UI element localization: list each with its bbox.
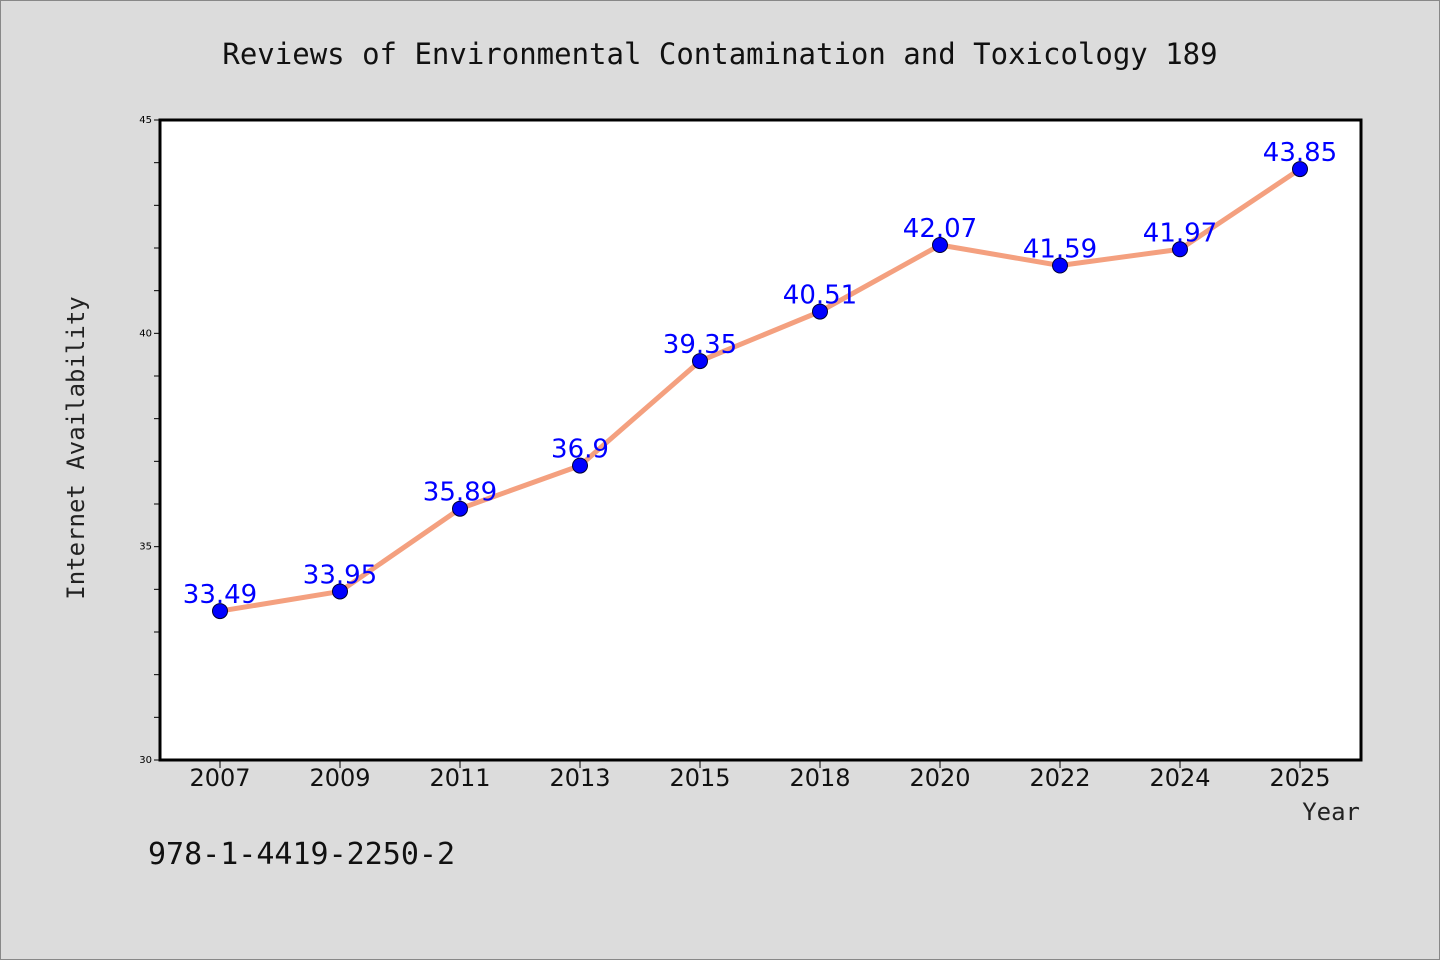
data-point	[332, 583, 348, 600]
data-point	[572, 457, 588, 474]
x-tick-label: 2018	[789, 764, 850, 792]
y-tick-label: 35	[139, 542, 152, 553]
data-point	[1172, 241, 1188, 258]
plot-area	[158, 118, 1363, 762]
data-label: 41.97	[1143, 218, 1217, 248]
data-label: 33.95	[303, 560, 377, 590]
data-point	[692, 353, 708, 370]
data-point	[812, 303, 828, 320]
data-label: 42.07	[903, 214, 977, 244]
y-tick-label: 45	[139, 115, 152, 126]
data-label: 40.51	[783, 281, 857, 311]
x-tick-label: 2011	[429, 764, 490, 792]
x-axis: 2007 2009 2011 2013 2015 2018 2020 2022 2024 2025	[189, 760, 1331, 792]
x-tick-label: 2009	[309, 764, 370, 792]
footnote: 978-1-4419-2250-2	[148, 837, 455, 872]
chart-title: Reviews of Environmental Contamination a…	[222, 37, 1217, 71]
y-axis-label: Internet Availability	[62, 296, 90, 599]
x-tick-label: 2020	[909, 764, 970, 792]
data-label: 33.49	[183, 580, 257, 610]
x-tick-label: 2015	[669, 764, 730, 792]
x-tick-label: 2022	[1029, 764, 1090, 792]
series-line	[217, 166, 1303, 614]
data-point	[1052, 257, 1068, 274]
y-tick-label: 30	[139, 755, 152, 766]
data-point	[1292, 161, 1308, 178]
y-tick-label: 40	[139, 328, 152, 339]
x-axis-label: Year	[1302, 798, 1360, 826]
x-tick-label: 2025	[1269, 764, 1330, 792]
x-tick-label: 2013	[549, 764, 610, 792]
data-label: 36.9	[551, 435, 609, 465]
data-label: 35.89	[423, 478, 497, 508]
data-series: 33.49 33.95 35.89 36.9 39.35 40.51 42.07 41.59 4…	[183, 138, 1337, 620]
data-label: 39.35	[663, 330, 737, 360]
data-label: 41.59	[1023, 234, 1097, 264]
x-tick-label: 2007	[189, 764, 250, 792]
data-point	[932, 237, 948, 254]
data-point	[212, 603, 228, 620]
x-tick-label: 2024	[1149, 764, 1210, 792]
data-label: 43.85	[1263, 138, 1337, 168]
y-axis: 30 35 40 45	[139, 115, 160, 766]
data-point	[452, 500, 468, 517]
